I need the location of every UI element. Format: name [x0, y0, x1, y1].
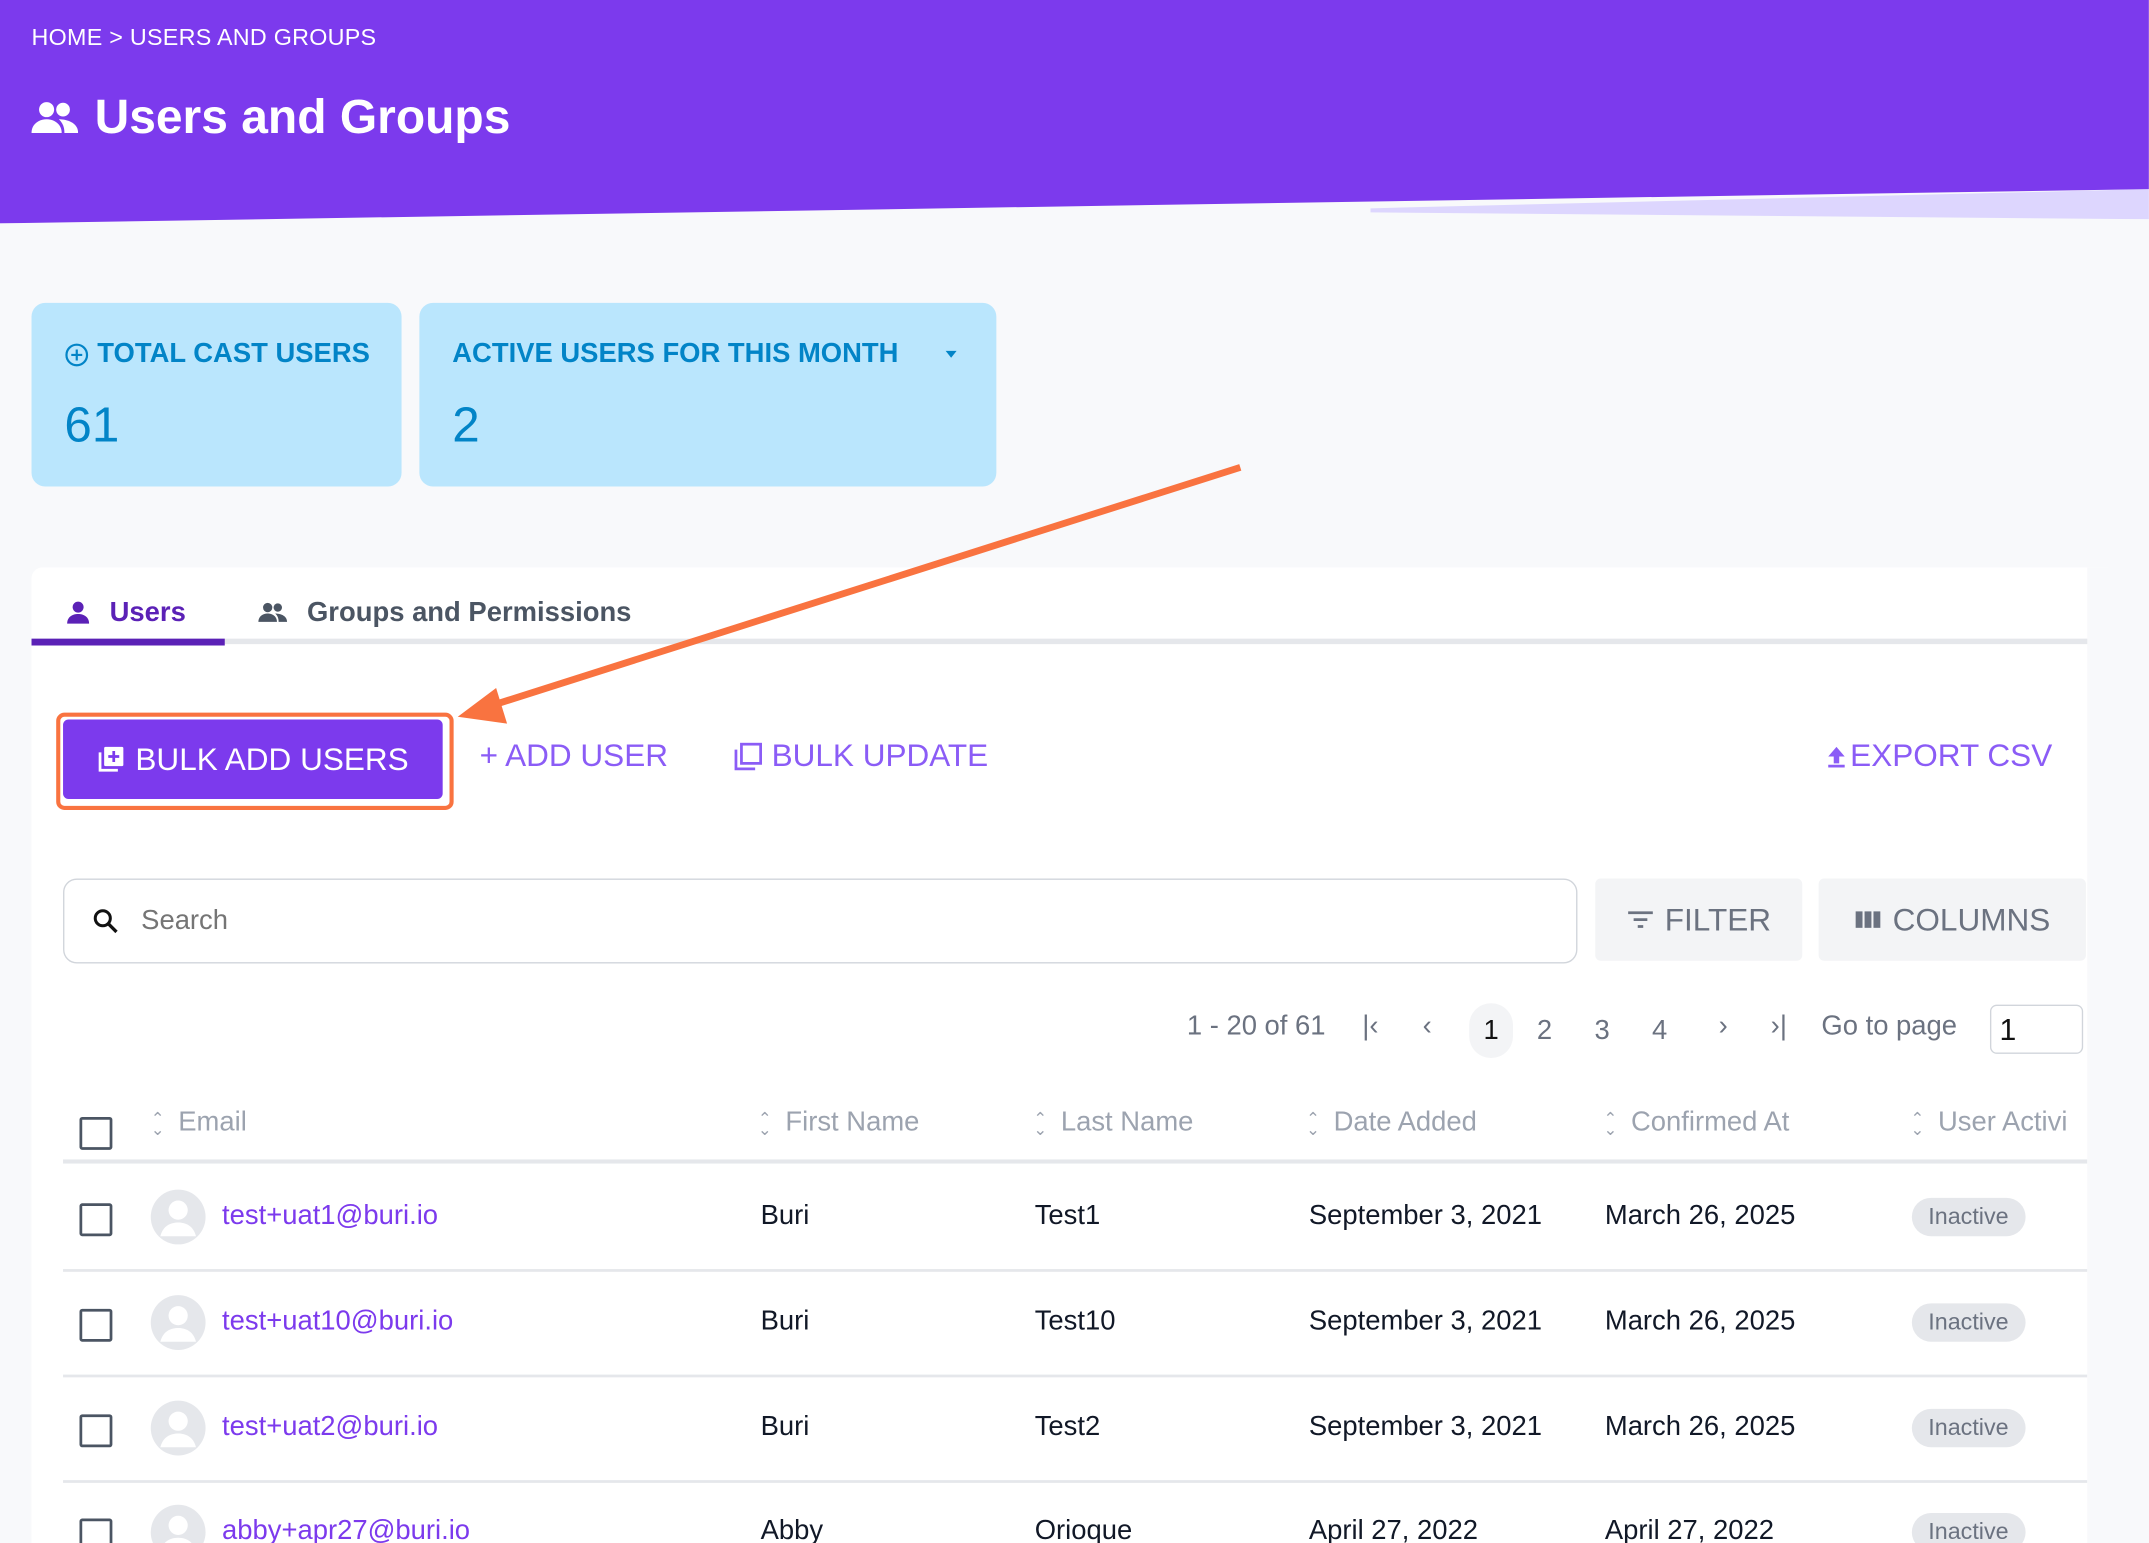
- export-csv-button[interactable]: EXPORT CSV: [1826, 737, 2052, 774]
- sort-icon: ⌃ ⌄: [1910, 1108, 1925, 1139]
- bulk-add-users-button[interactable]: BULK ADD USERS: [63, 719, 443, 800]
- search-icon: [93, 909, 118, 934]
- columns-button[interactable]: COLUMNS: [1818, 878, 2086, 961]
- row-date-added: September 3, 2021: [1308, 1200, 1542, 1231]
- plus-circle-icon: [65, 342, 89, 366]
- row-first-name: Buri: [760, 1306, 810, 1337]
- page-2[interactable]: 2: [1536, 1014, 1553, 1046]
- goto-page-label: Go to page: [1821, 1011, 1958, 1042]
- page-header: [0, 0, 2149, 224]
- sort-icon: ⌃ ⌄: [1306, 1108, 1320, 1139]
- page-title: Users and Groups: [31, 90, 511, 145]
- stat-value: 61: [64, 396, 120, 453]
- tab-users[interactable]: Users: [66, 592, 186, 633]
- row-checkbox[interactable]: [79, 1203, 113, 1237]
- avatar: [150, 1400, 206, 1456]
- row-date-added: April 27, 2022: [1308, 1515, 1478, 1543]
- person-icon: [67, 601, 90, 624]
- goto-page-input[interactable]: 1: [1989, 1004, 2084, 1054]
- pagination-range: 1 - 20 of 61: [1186, 1011, 1326, 1042]
- row-confirmed-at: April 27, 2022: [1604, 1515, 1775, 1543]
- avatar: [150, 1189, 206, 1245]
- page-4[interactable]: 4: [1652, 1014, 1668, 1046]
- row-confirmed-at: March 26, 2025: [1604, 1200, 1796, 1231]
- upload-icon: [1828, 746, 1845, 767]
- row-email-link[interactable]: abby+apr27@buri.io: [222, 1515, 471, 1543]
- row-date-added: September 3, 2021: [1308, 1306, 1542, 1337]
- next-page-icon[interactable]: ›: [1718, 1011, 1728, 1042]
- stat-card-active-users: ACTIVE USERS FOR THIS MONTH 2: [419, 302, 997, 487]
- row-last-name: Test10: [1034, 1306, 1116, 1337]
- prev-page-icon[interactable]: ‹: [1422, 1011, 1432, 1042]
- last-page-icon[interactable]: ›|: [1770, 1011, 1787, 1042]
- annotation-highlight-box: [56, 712, 454, 810]
- row-checkbox[interactable]: [79, 1414, 113, 1448]
- avatar: [150, 1504, 206, 1543]
- tab-groups-and-permissions[interactable]: Groups and Permissions: [258, 592, 631, 633]
- row-confirmed-at: March 26, 2025: [1604, 1306, 1796, 1337]
- stat-card-total-users: TOTAL CAST USERS 61: [31, 302, 402, 487]
- row-confirmed-at: March 26, 2025: [1604, 1411, 1796, 1442]
- row-first-name: Buri: [760, 1411, 810, 1442]
- copy-icon: [734, 742, 762, 770]
- row-last-name: Test2: [1034, 1411, 1101, 1442]
- people-icon: [258, 602, 288, 622]
- columns-icon: [1855, 911, 1881, 928]
- row-date-added: September 3, 2021: [1308, 1411, 1542, 1442]
- row-last-name: Test1: [1034, 1200, 1101, 1231]
- select-all-checkbox[interactable]: [79, 1116, 113, 1150]
- status-badge: Inactive: [1911, 1303, 2026, 1342]
- breadcrumb[interactable]: HOME > USERS AND GROUPS: [31, 24, 377, 51]
- sort-icon: ⌃ ⌄: [757, 1108, 772, 1139]
- caret-down-icon[interactable]: [945, 350, 957, 358]
- people-icon: [31, 102, 79, 133]
- stat-value: 2: [452, 396, 480, 453]
- column-header-first-name[interactable]: ⌃ ⌄ First Name: [757, 1107, 920, 1139]
- sort-icon: ⌃ ⌄: [150, 1108, 165, 1139]
- row-first-name: Buri: [760, 1200, 810, 1231]
- status-badge: Inactive: [1911, 1197, 2026, 1237]
- avatar: [150, 1295, 206, 1350]
- row-first-name: Abby: [760, 1515, 824, 1543]
- sort-icon: ⌃ ⌄: [1603, 1108, 1618, 1139]
- row-checkbox[interactable]: [79, 1518, 113, 1543]
- row-email-link[interactable]: test+uat1@buri.io: [222, 1200, 439, 1231]
- column-header-date-added[interactable]: ⌃ ⌄ Date Added: [1306, 1107, 1477, 1139]
- first-page-icon[interactable]: |‹: [1362, 1011, 1379, 1042]
- search-input[interactable]: [138, 903, 1378, 939]
- row-last-name: Orioque: [1034, 1515, 1133, 1543]
- column-header-confirmed-at[interactable]: ⌃ ⌄ Confirmed At: [1603, 1107, 1790, 1139]
- column-header-user-activity[interactable]: ⌃ ⌄ User Activi: [1910, 1107, 2068, 1139]
- column-header-email[interactable]: ⌃ ⌄ Email: [150, 1107, 247, 1139]
- column-header-last-name[interactable]: ⌃ ⌄ Last Name: [1033, 1107, 1194, 1139]
- search-field[interactable]: [63, 878, 1578, 964]
- add-user-button[interactable]: + ADD USER: [479, 737, 668, 773]
- status-badge: Inactive: [1911, 1513, 2026, 1543]
- filter-icon: [1627, 911, 1653, 928]
- sort-icon: ⌃ ⌄: [1033, 1108, 1048, 1139]
- row-email-link[interactable]: test+uat2@buri.io: [222, 1411, 439, 1442]
- library-add-icon: [98, 746, 124, 772]
- row-checkbox[interactable]: [79, 1308, 113, 1342]
- page-1[interactable]: 1: [1469, 1003, 1514, 1059]
- filter-button[interactable]: FILTER: [1595, 878, 1803, 961]
- page-3[interactable]: 3: [1594, 1014, 1610, 1046]
- status-badge: Inactive: [1911, 1408, 2026, 1448]
- bulk-update-button[interactable]: BULK UPDATE: [733, 737, 988, 774]
- row-email-link[interactable]: test+uat10@buri.io: [222, 1306, 454, 1337]
